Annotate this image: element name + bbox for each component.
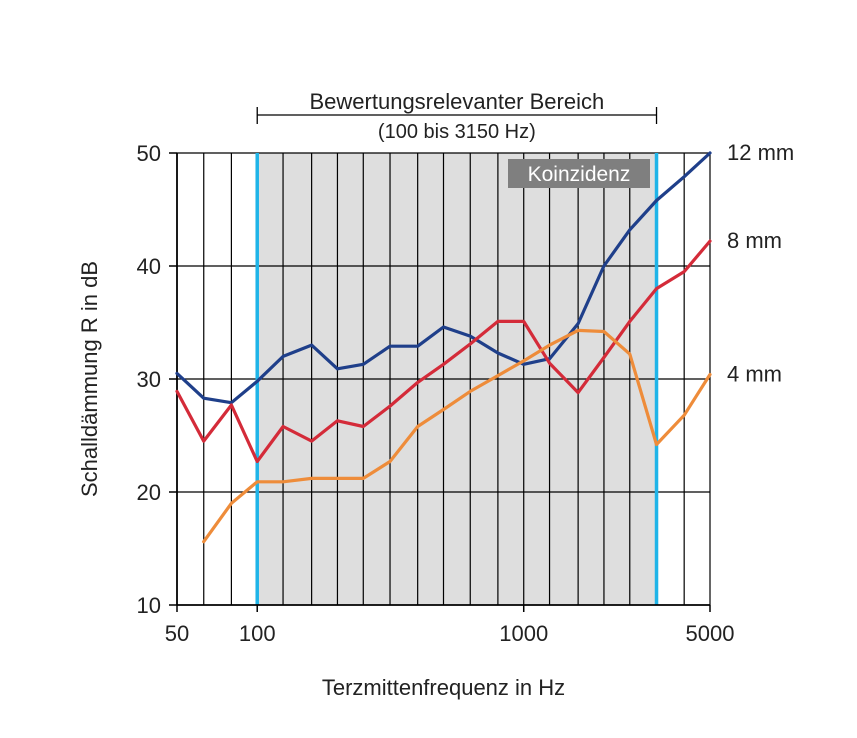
y-tick-label: 20 <box>137 480 161 505</box>
coincidence-annotation: Koinzidenz <box>508 159 650 188</box>
y-axis-label: Schalldämmung R in dB <box>77 261 102 497</box>
series-line-8-mm <box>175 239 712 464</box>
y-tick-label: 40 <box>137 254 161 279</box>
axes <box>169 152 711 612</box>
series-label-12-mm: 12 mm <box>727 140 794 165</box>
y-tick-label: 30 <box>137 367 161 392</box>
series-lines <box>175 151 712 544</box>
region-title: Bewertungsrelevanter Bereich <box>310 89 605 114</box>
x-tick-label: 50 <box>165 621 189 646</box>
x-tick-label: 5000 <box>686 621 735 646</box>
y-tick-label: 10 <box>137 593 161 618</box>
series-line-4-mm <box>202 328 712 544</box>
x-tick-label: 100 <box>239 621 276 646</box>
coincidence-label: Koinzidenz <box>528 163 631 186</box>
x-tick-labels: 50 100 1000 5000 <box>165 621 735 646</box>
x-tick-label: 1000 <box>499 621 548 646</box>
y-tick-labels: 10 20 30 40 50 <box>137 141 161 618</box>
series-line-12-mm <box>175 151 712 405</box>
series-label-8-mm: 8 mm <box>727 228 782 253</box>
coincidence-label-box <box>508 159 650 188</box>
x-axis-label: Terzmittenfrequenz in Hz <box>322 675 565 700</box>
series-labels: 12 mm 8 mm 4 mm <box>727 140 794 386</box>
series-label-4-mm: 4 mm <box>727 361 782 386</box>
y-tick-label: 50 <box>137 141 161 166</box>
region-subtitle: (100 bis 3150 Hz) <box>378 121 536 143</box>
region-bracket <box>256 107 658 124</box>
region-boundary-lines <box>255 153 659 605</box>
